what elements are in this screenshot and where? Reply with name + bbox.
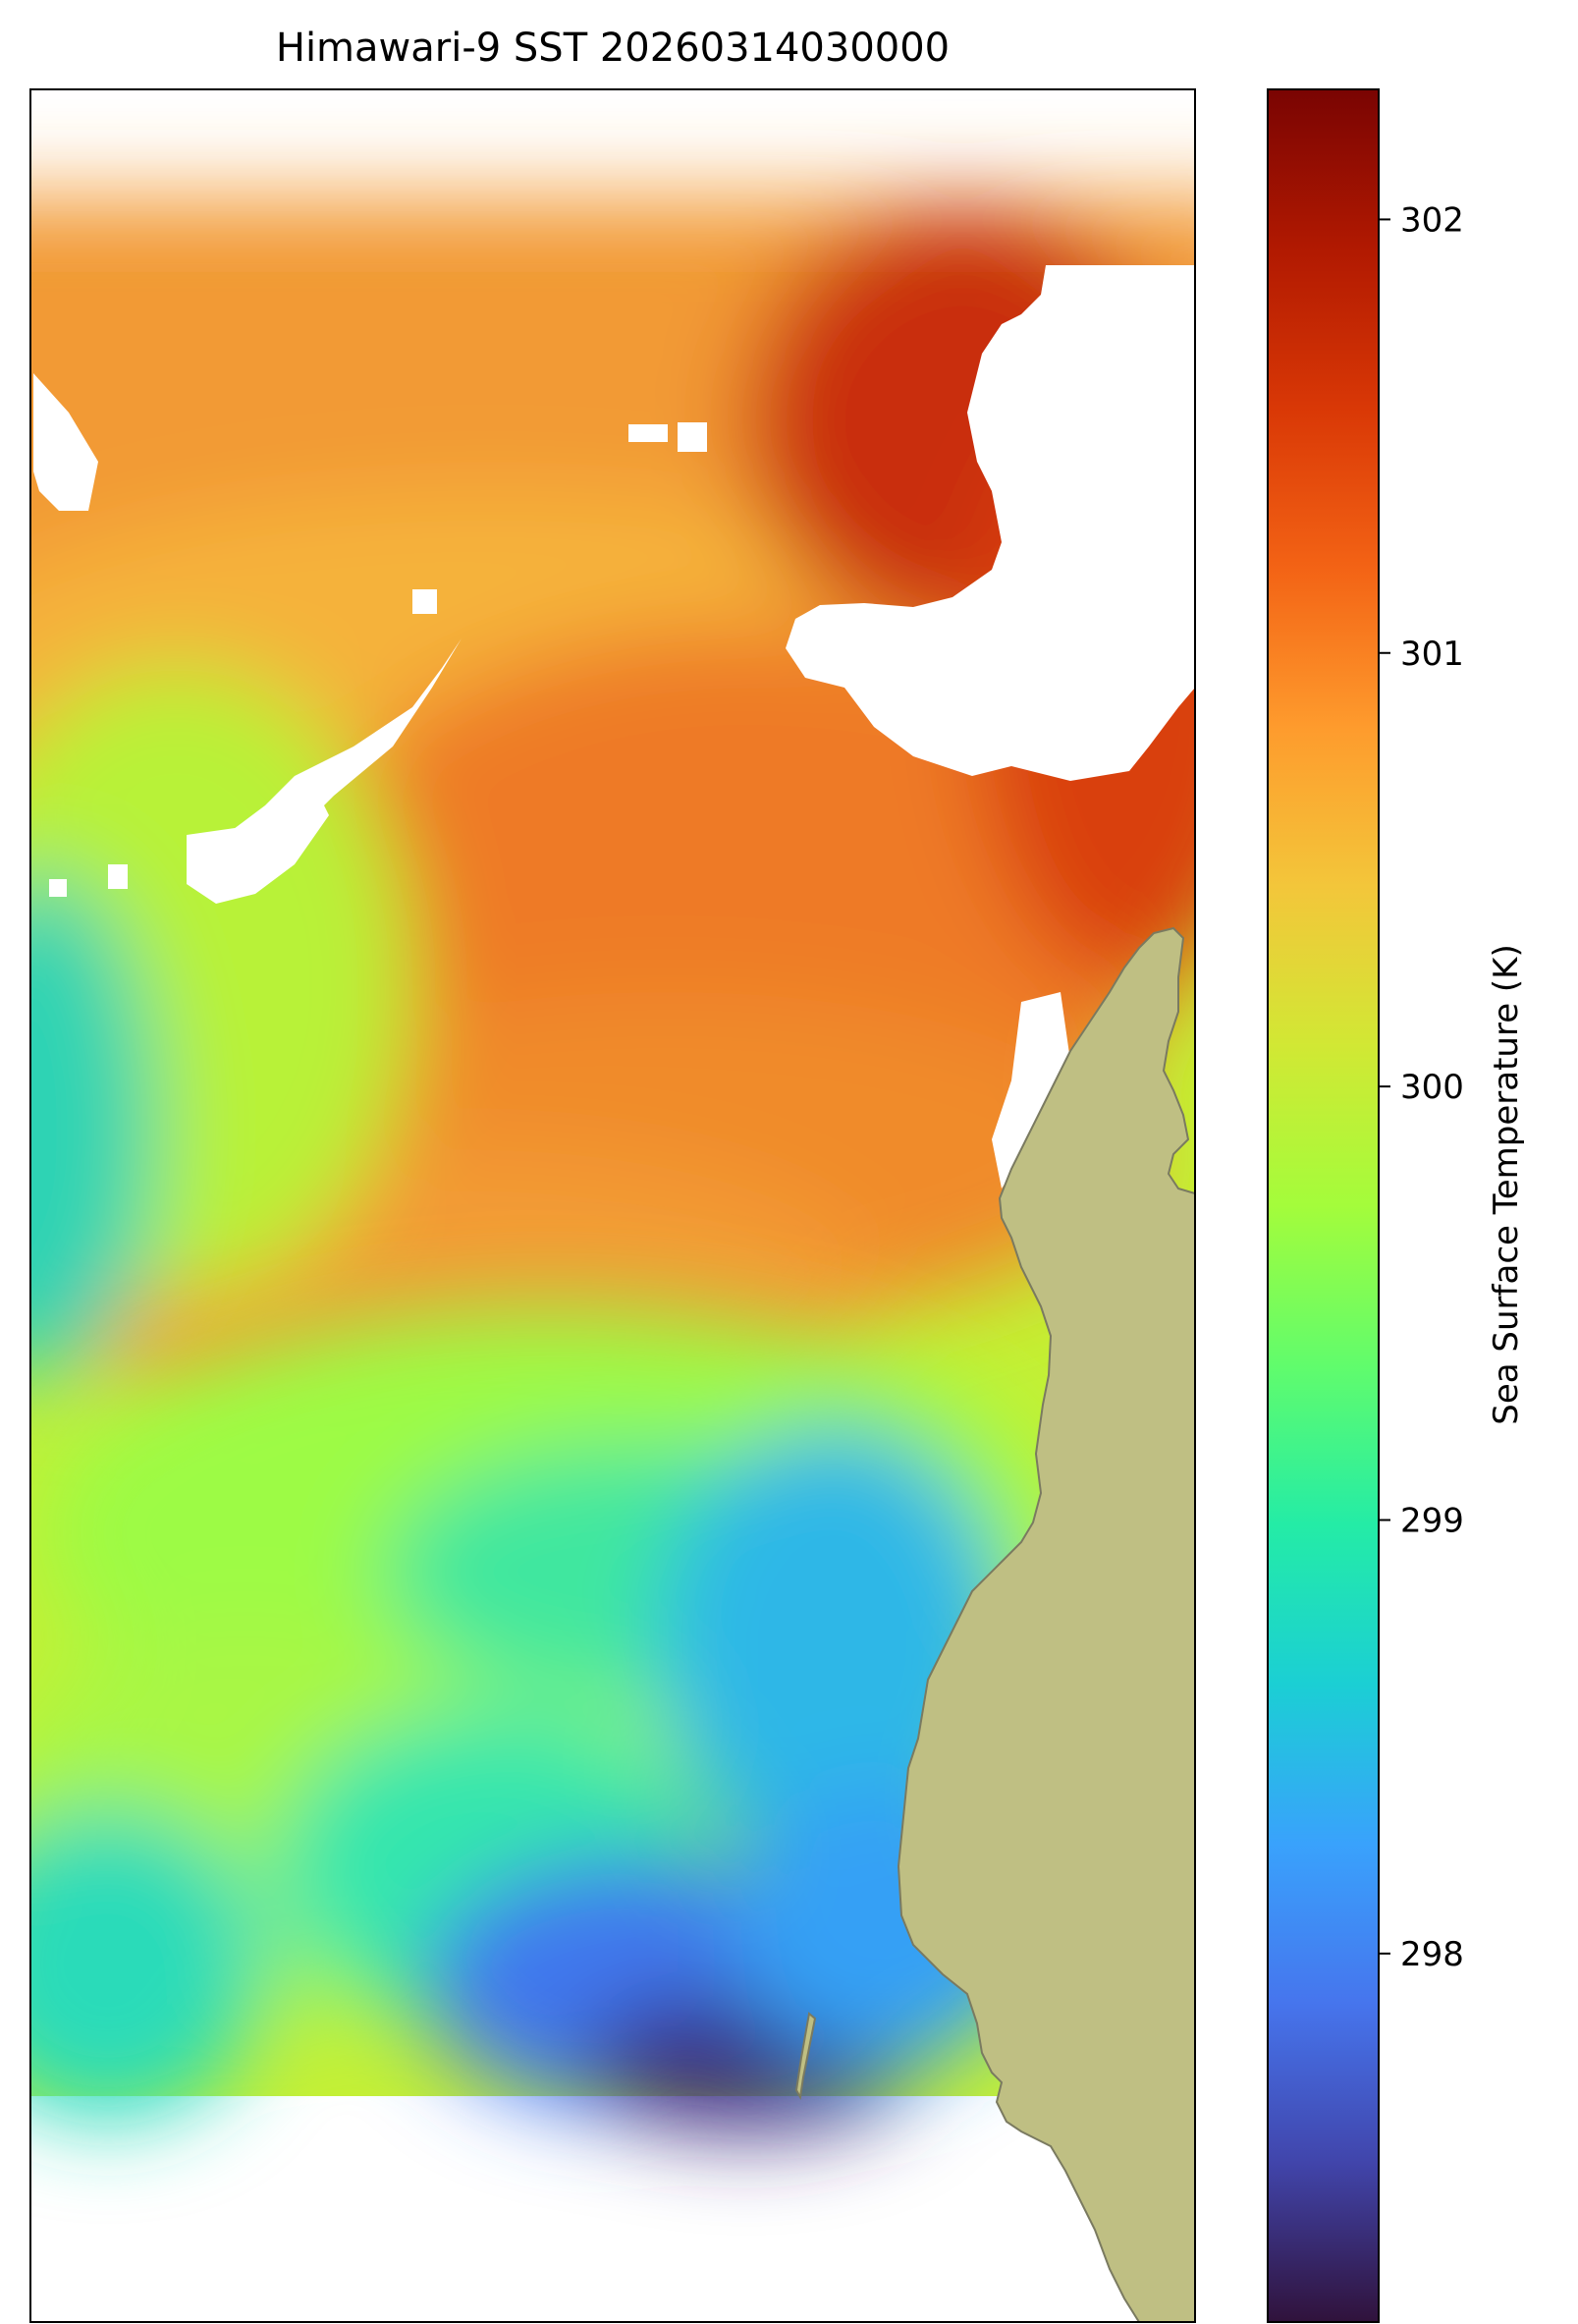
colorbar-tick-label: 300 [1400,1068,1464,1107]
small-island [794,2012,817,2100]
land-mass [897,926,1195,2322]
colorbar-tick-label: 299 [1400,1501,1464,1540]
cloud-patch-east [786,265,1195,781]
colorbar-tick-label: 301 [1400,635,1464,674]
colorbar: 298 299 300 301 302 Sea Surface Temperature … [1267,88,1526,2323]
colorbar-tick-label: 298 [1400,1935,1464,1974]
map-frame [29,88,1196,2323]
colorbar-tick-label: 302 [1400,200,1464,240]
cloud-patch-coast [992,992,1070,1189]
colorbar-label: Sea Surface Temperature (K) [1487,944,1526,1424]
map-title: Himawari-9 SST 20260314030000 [276,26,950,71]
sst-cool-south [30,1306,1061,2131]
map-axes [29,88,1196,2323]
cloud-cluster-west [187,786,329,904]
missing-data-patches [33,265,1195,1189]
cloud-patch-northwest [33,373,98,511]
sst-field [30,196,1195,2322]
colorbar-ticks: 298 299 300 301 302 [1379,200,1464,1974]
colorbar-bar [1267,88,1380,2323]
